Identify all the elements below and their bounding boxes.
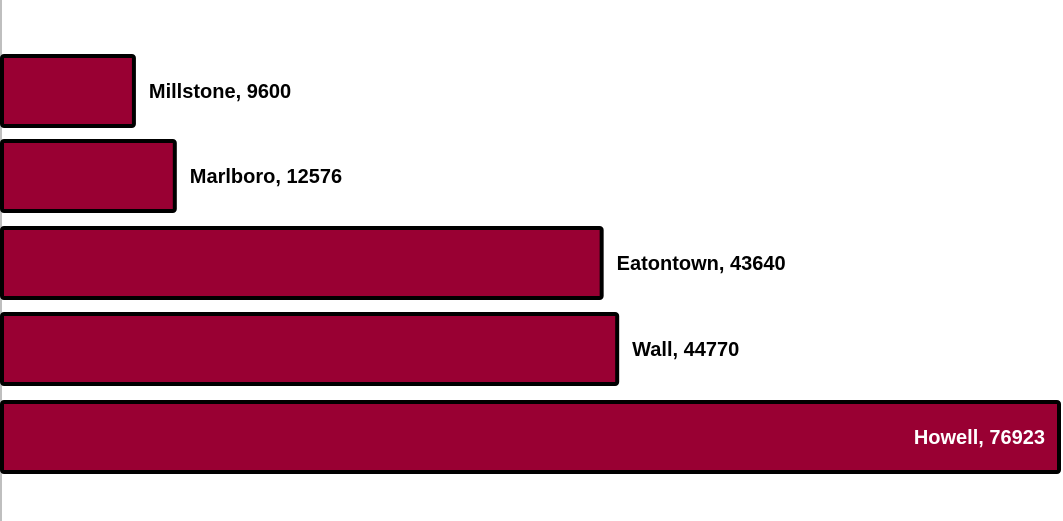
bar-millstone bbox=[0, 54, 136, 128]
bar-wall bbox=[0, 312, 620, 386]
bar-marlboro bbox=[0, 139, 177, 213]
bar-eatontown bbox=[0, 226, 604, 300]
data-label-eatontown: Eatontown, 43640 bbox=[617, 253, 786, 275]
data-label-wall: Wall, 44770 bbox=[632, 339, 739, 361]
data-label-marlboro: Marlboro, 12576 bbox=[190, 166, 342, 188]
bars-group: Millstone, 9600 Marlboro, 12576 Eatontown,… bbox=[0, 54, 1061, 474]
data-label-howell: Howell, 76923 bbox=[914, 427, 1045, 449]
data-label-millstone: Millstone, 9600 bbox=[149, 81, 291, 103]
bar-howell bbox=[0, 400, 1061, 474]
